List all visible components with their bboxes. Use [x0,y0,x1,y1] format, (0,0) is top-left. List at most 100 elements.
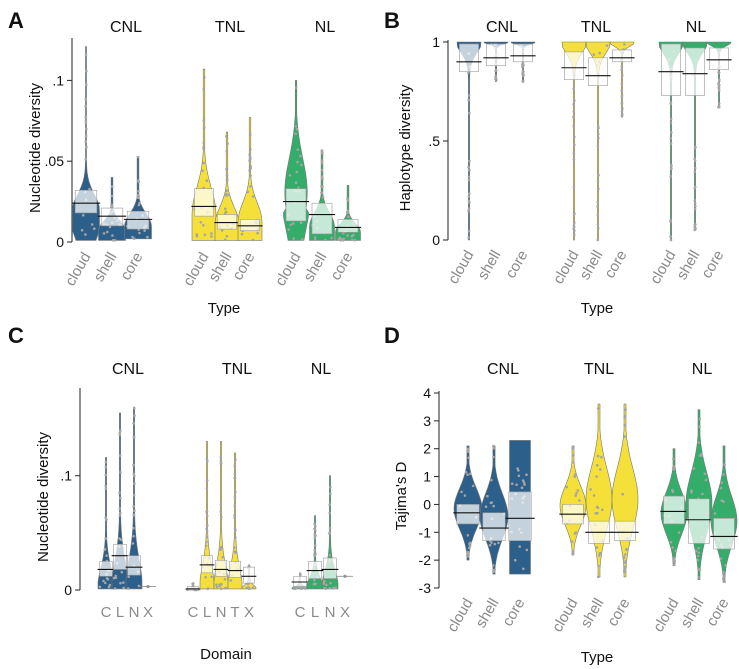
data-point [523,483,526,486]
data-point [328,554,331,557]
violin-cloud: cloud [650,448,688,636]
data-point [249,133,252,136]
data-point [671,546,674,549]
data-point [723,463,726,466]
data-point [251,195,255,198]
data-point [104,460,108,464]
data-point [620,101,624,104]
data-point [120,570,124,574]
data-point [596,145,600,148]
y-tick-label: 4 [423,385,431,401]
data-point [467,195,471,198]
violin-cloud: cloud [180,68,217,289]
data-point [248,587,251,591]
data-point [199,221,203,224]
x-tick-label: shell [576,248,606,283]
data-point [596,238,600,242]
data-point [572,224,576,227]
data-point [698,454,702,457]
data-point [245,586,249,590]
data-point [352,233,355,237]
violin-body [453,445,483,561]
violin-t: T [227,452,243,621]
x-tick-label: cloud [650,596,683,636]
data-point [468,544,472,548]
data-point [225,192,228,196]
data-point [256,231,259,235]
data-point [596,407,600,410]
data-point [573,99,576,102]
data-point [697,441,701,444]
data-point [133,482,136,486]
y-tick-label: -2 [419,552,432,568]
data-point [218,584,221,588]
data-point [320,191,324,195]
data-point [299,221,303,224]
group-title: TNL [215,19,245,36]
data-point [111,239,115,242]
data-point [332,586,336,590]
data-point [597,132,600,136]
data-point [105,554,108,557]
y-tick-label: -1 [419,524,432,540]
iqr-box [588,57,608,86]
data-point [694,145,697,149]
iqr-box [74,189,98,214]
data-point [233,476,236,480]
data-point [80,228,84,232]
violin-x: X [140,584,156,621]
data-point [294,125,298,128]
data-point [119,581,122,585]
x-tick-label: cloud [272,250,305,290]
group-title: CNL [486,19,518,36]
data-point [490,478,493,482]
violin-body [111,412,129,590]
data-point [467,98,471,102]
data-point [701,492,704,496]
data-point [565,485,569,489]
data-point [578,499,581,502]
data-point [210,575,213,579]
data-point [467,236,471,239]
iqr-box [308,561,322,579]
data-point [118,433,122,437]
data-point [313,536,317,539]
violin-cloud: cloud [549,445,587,636]
data-point [313,238,317,241]
data-point [108,225,112,229]
data-point [202,147,206,151]
data-point [233,513,236,517]
x-tick-label: cloud [549,596,582,636]
data-point [596,200,600,204]
data-point [571,461,574,464]
data-point [219,456,223,459]
x-tick-label: N [216,604,227,621]
x-tick-label: core [499,596,528,630]
data-point [573,532,577,535]
data-point [693,202,697,205]
data-point [138,231,141,235]
data-point [113,587,117,590]
data-point [594,512,598,515]
data-point [492,455,495,459]
data-point [346,209,350,213]
data-point [137,190,140,193]
x-tick-label: shell [472,596,502,631]
data-point [205,529,209,533]
data-point [320,161,324,165]
data-point [623,424,626,427]
data-point [314,553,317,556]
data-point [598,554,601,557]
data-point [313,533,317,536]
violin-c: C [185,582,201,621]
data-point [251,238,255,242]
data-point [203,126,206,129]
data-point [204,576,207,579]
data-point [287,228,291,231]
data-point [621,492,624,496]
data-point [572,158,576,161]
